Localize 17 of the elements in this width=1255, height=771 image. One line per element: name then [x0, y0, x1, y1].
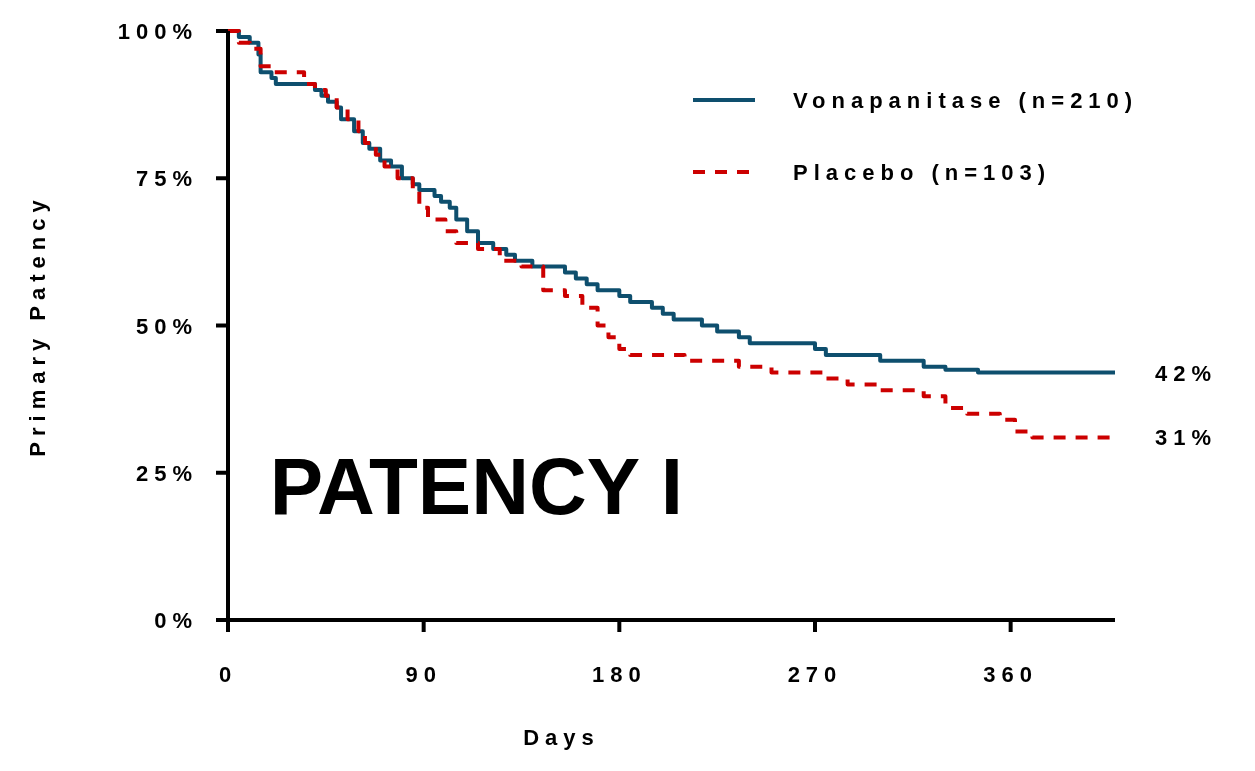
y-tick-label: 75%	[135, 166, 198, 192]
annotation: PATENCY I	[269, 441, 684, 531]
y-tick-label: 100%	[117, 19, 198, 44]
annotation: 31%	[1155, 425, 1218, 451]
x-axis-title: Days	[523, 725, 600, 750]
y-tick-label: 25%	[135, 460, 198, 486]
x-tick-label: 90	[405, 662, 442, 687]
y-tick-label: 50%	[135, 313, 198, 339]
annotation: 42%	[1155, 360, 1218, 386]
x-tick-label: 180	[591, 662, 647, 687]
x-tick-label: 0	[218, 662, 238, 687]
y-axis-title: Primary Patency	[25, 194, 50, 457]
x-tick-label: 270	[787, 662, 843, 687]
y-tick-label: 0%	[154, 608, 198, 633]
legend-label: Vonapanitase (n=210)	[793, 88, 1139, 113]
legend-label: Placebo (n=103)	[793, 160, 1052, 185]
x-tick-label: 360	[983, 662, 1039, 687]
